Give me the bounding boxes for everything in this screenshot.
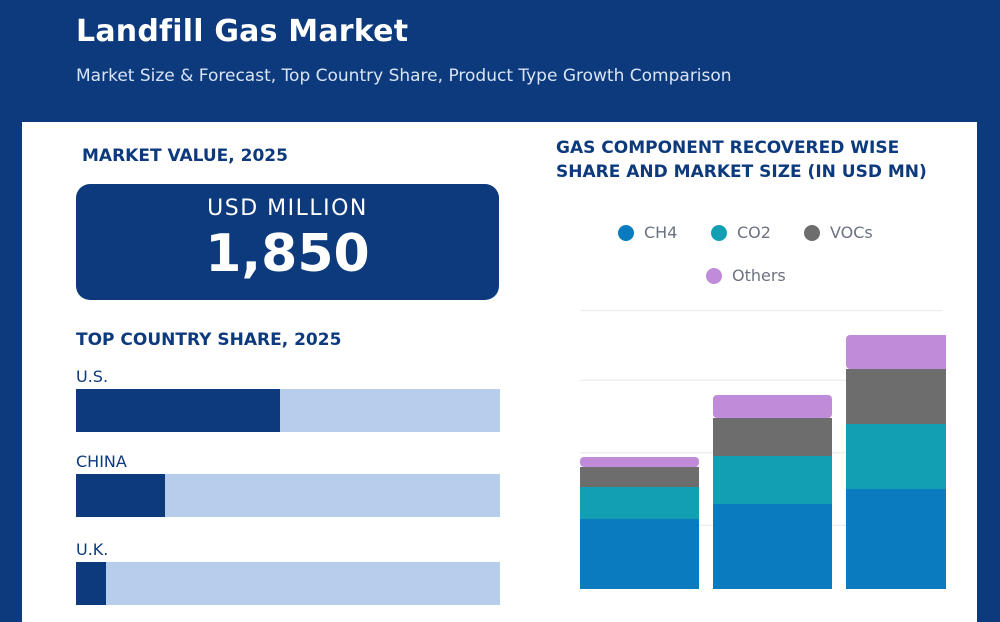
bar-segment-ch4-1 [713, 504, 832, 589]
content-card: MARKET VALUE, 2025 USD MILLION 1,850 TOP… [22, 122, 977, 622]
bar-segment-others-0 [580, 457, 699, 467]
legend-swatch-ch4 [618, 224, 634, 241]
country-bar-fill-uk [76, 562, 106, 605]
bar-segment-vocs-2 [846, 369, 946, 424]
legend-swatch-vocs [804, 224, 820, 241]
bar-segment-vocs-0 [580, 467, 699, 487]
legend-swatch-co2 [711, 224, 727, 241]
market-value-title: MARKET VALUE, 2025 [82, 146, 288, 166]
country-bar-track-china [76, 474, 500, 517]
legend-swatch-others [706, 267, 722, 284]
market-value-unit: USD MILLION [207, 196, 368, 221]
bar-segment-ch4-0 [580, 519, 699, 589]
bar-segment-ch4-2 [846, 489, 946, 589]
chart-title: GAS COMPONENT RECOVERED WISE SHARE AND M… [556, 138, 927, 182]
bar-segment-vocs-1 [713, 418, 832, 456]
legend-item-others: Others [706, 266, 786, 285]
bar-segment-co2-0 [580, 487, 699, 519]
country-label-us: U.S. [76, 367, 109, 386]
country-bar-track-us [76, 389, 500, 432]
market-value-number: 1,850 [205, 224, 370, 284]
country-bar-track-uk [76, 562, 500, 605]
legend-label-ch4: CH4 [644, 223, 678, 242]
stacked-bar-chart [580, 310, 946, 589]
market-value-box: USD MILLION 1,850 [76, 184, 499, 300]
legend-item-vocs: VOCs [804, 223, 873, 242]
country-row-china: CHINA [76, 452, 500, 517]
country-share-title: TOP COUNTRY SHARE, 2025 [76, 330, 342, 350]
legend-label-others: Others [732, 266, 786, 285]
legend-item-co2: CO2 [711, 223, 771, 242]
country-bar-fill-china [76, 474, 166, 517]
country-row-uk: U.K. [76, 540, 500, 605]
bar-segment-co2-2 [846, 424, 946, 489]
bar-segment-co2-1 [713, 456, 832, 504]
country-label-uk: U.K. [76, 540, 109, 559]
country-row-us: U.S. [76, 367, 500, 432]
page-subtitle: Market Size & Forecast, Top Country Shar… [76, 66, 732, 86]
legend-label-vocs: VOCs [830, 223, 873, 242]
bar-segment-others-2 [846, 335, 946, 369]
legend-label-co2: CO2 [737, 223, 771, 242]
page-title: Landfill Gas Market [76, 14, 409, 49]
country-label-china: CHINA [76, 452, 127, 471]
legend-item-ch4: CH4 [618, 223, 677, 242]
bar-segment-others-1 [713, 395, 832, 418]
country-bar-fill-us [76, 389, 280, 432]
